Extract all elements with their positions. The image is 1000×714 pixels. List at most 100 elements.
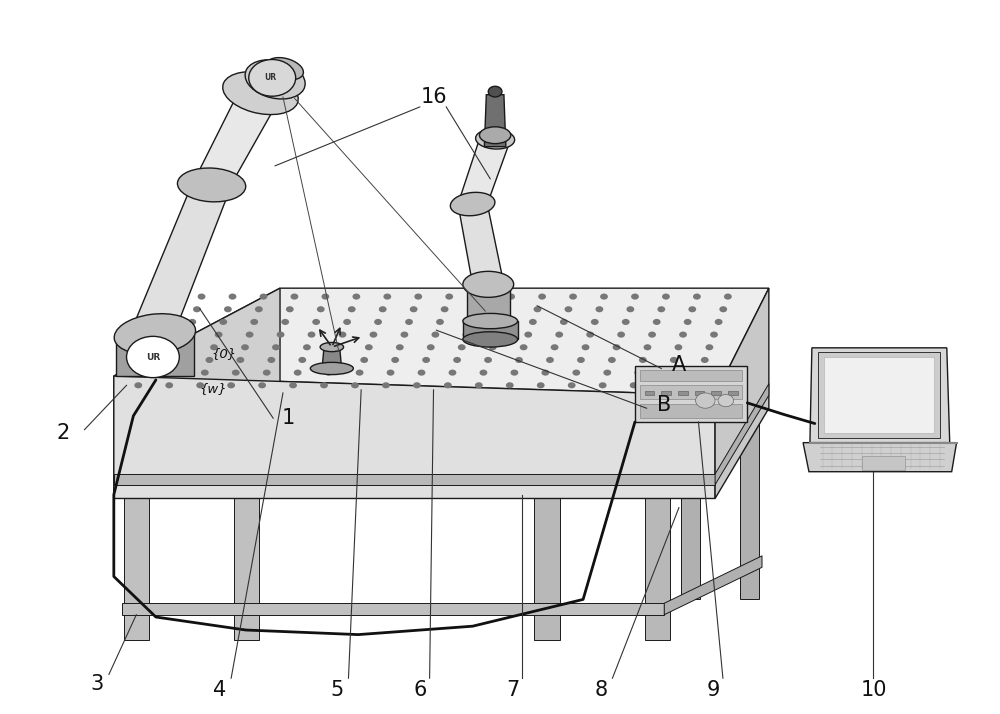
- Circle shape: [431, 331, 439, 338]
- Text: 6: 6: [413, 680, 427, 700]
- Circle shape: [405, 319, 413, 325]
- Circle shape: [653, 319, 661, 325]
- Circle shape: [661, 382, 668, 388]
- Text: 16: 16: [421, 87, 448, 107]
- Circle shape: [193, 306, 201, 312]
- Circle shape: [657, 306, 665, 312]
- Circle shape: [719, 306, 727, 312]
- Text: B: B: [657, 395, 671, 415]
- Circle shape: [286, 306, 294, 312]
- Circle shape: [267, 357, 275, 363]
- Circle shape: [591, 319, 599, 325]
- Circle shape: [565, 306, 572, 312]
- Polygon shape: [114, 474, 715, 485]
- Circle shape: [603, 370, 611, 376]
- Circle shape: [639, 357, 647, 363]
- Circle shape: [365, 344, 373, 351]
- Polygon shape: [458, 139, 511, 204]
- Text: 1: 1: [281, 408, 294, 428]
- Ellipse shape: [463, 271, 514, 297]
- Circle shape: [696, 393, 715, 408]
- Circle shape: [383, 293, 391, 300]
- Circle shape: [219, 319, 227, 325]
- Circle shape: [263, 370, 271, 376]
- Circle shape: [127, 336, 179, 378]
- Text: 8: 8: [594, 680, 607, 700]
- Text: 10: 10: [860, 680, 887, 700]
- Circle shape: [696, 370, 704, 376]
- Circle shape: [724, 293, 732, 300]
- Circle shape: [701, 357, 709, 363]
- Circle shape: [162, 306, 170, 312]
- Circle shape: [476, 293, 484, 300]
- Text: 9: 9: [706, 680, 720, 700]
- Circle shape: [175, 357, 182, 363]
- Ellipse shape: [320, 343, 344, 352]
- Bar: [234, 498, 259, 640]
- Circle shape: [515, 357, 523, 363]
- Circle shape: [396, 344, 404, 351]
- Circle shape: [260, 293, 267, 300]
- Polygon shape: [715, 288, 769, 498]
- Circle shape: [294, 370, 302, 376]
- Circle shape: [343, 319, 351, 325]
- Circle shape: [320, 382, 328, 388]
- Text: {w}: {w}: [200, 382, 227, 395]
- Circle shape: [630, 382, 638, 388]
- Circle shape: [546, 357, 554, 363]
- Bar: [818, 353, 940, 438]
- Circle shape: [480, 370, 487, 376]
- Circle shape: [520, 344, 528, 351]
- Circle shape: [493, 331, 501, 338]
- Circle shape: [568, 382, 576, 388]
- Circle shape: [467, 319, 475, 325]
- Circle shape: [670, 357, 678, 363]
- Ellipse shape: [479, 127, 511, 144]
- Circle shape: [236, 357, 244, 363]
- Polygon shape: [664, 555, 762, 615]
- Ellipse shape: [476, 129, 515, 149]
- Bar: [661, 391, 671, 396]
- Circle shape: [692, 382, 699, 388]
- Circle shape: [139, 370, 147, 376]
- Bar: [124, 498, 149, 640]
- Circle shape: [560, 319, 568, 325]
- Circle shape: [410, 306, 418, 312]
- Circle shape: [184, 331, 192, 338]
- Circle shape: [441, 306, 449, 312]
- Bar: [640, 370, 742, 381]
- Circle shape: [339, 331, 346, 338]
- Circle shape: [613, 344, 620, 351]
- Circle shape: [201, 370, 209, 376]
- Bar: [534, 498, 560, 640]
- Circle shape: [436, 319, 444, 325]
- Circle shape: [413, 382, 421, 388]
- Circle shape: [387, 370, 394, 376]
- Circle shape: [224, 306, 232, 312]
- Polygon shape: [484, 95, 506, 146]
- Circle shape: [379, 306, 387, 312]
- Polygon shape: [803, 443, 957, 472]
- Circle shape: [510, 370, 518, 376]
- Polygon shape: [114, 288, 769, 396]
- Bar: [711, 391, 721, 396]
- Polygon shape: [131, 181, 233, 331]
- Circle shape: [534, 306, 541, 312]
- Circle shape: [277, 331, 284, 338]
- Ellipse shape: [463, 332, 518, 347]
- Circle shape: [445, 293, 453, 300]
- Circle shape: [537, 382, 545, 388]
- Bar: [645, 391, 654, 396]
- Ellipse shape: [463, 313, 518, 328]
- Circle shape: [541, 370, 549, 376]
- Circle shape: [475, 382, 483, 388]
- Circle shape: [418, 370, 425, 376]
- Circle shape: [472, 306, 479, 312]
- Circle shape: [489, 344, 497, 351]
- Ellipse shape: [450, 192, 495, 216]
- Circle shape: [227, 382, 235, 388]
- Circle shape: [167, 293, 174, 300]
- Circle shape: [400, 331, 408, 338]
- Bar: [695, 391, 704, 396]
- Circle shape: [198, 293, 205, 300]
